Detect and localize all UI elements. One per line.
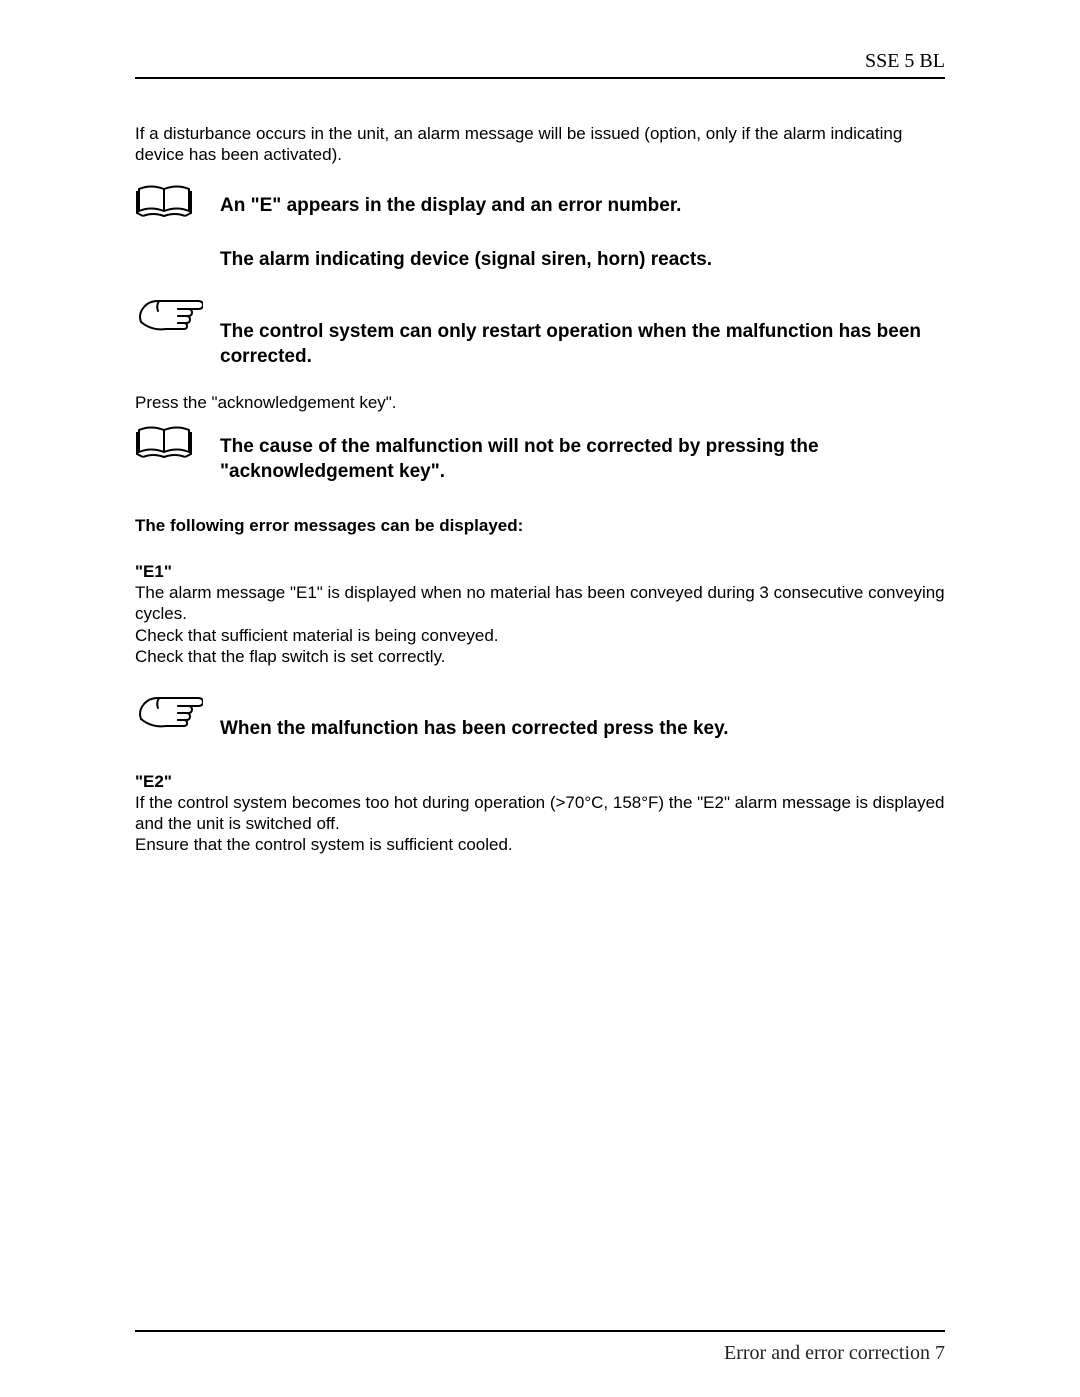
e2-line1: If the control system becomes too hot du… xyxy=(135,792,945,835)
note-row-2: The control system can only restart oper… xyxy=(135,294,945,369)
e1-code: "E1" xyxy=(135,562,945,582)
footer-rule xyxy=(135,1330,945,1332)
note-1-text: An "E" appears in the display and an err… xyxy=(220,180,945,219)
footer-section-label: Error and error correction 7 xyxy=(135,1342,945,1365)
book-icon xyxy=(135,180,220,220)
pointing-hand-icon xyxy=(135,294,220,336)
page-content: SSE 5 BL If a disturbance occurs in the … xyxy=(135,50,945,856)
e1-line2: Check that sufficient material is being … xyxy=(135,625,945,646)
note-4-text: When the malfunction has been corrected … xyxy=(220,691,945,742)
press-ack-line: Press the "acknowledgement key". xyxy=(135,392,945,413)
e2-line2: Ensure that the control system is suffic… xyxy=(135,834,945,855)
doc-id: SSE 5 BL xyxy=(865,50,945,72)
page-footer: Error and error correction 7 xyxy=(135,1330,945,1365)
note-row-1: An "E" appears in the display and an err… xyxy=(135,180,945,220)
page-header: SSE 5 BL xyxy=(135,50,945,79)
book-icon xyxy=(135,421,220,461)
e1-line1: The alarm message "E1" is displayed when… xyxy=(135,582,945,625)
error-list-heading: The following error messages can be disp… xyxy=(135,516,945,536)
e1-line3: Check that the flap switch is set correc… xyxy=(135,646,945,667)
pointing-hand-icon xyxy=(135,691,220,733)
note-2-text: The control system can only restart oper… xyxy=(220,294,945,369)
note-3-text: The cause of the malfunction will not be… xyxy=(220,421,945,484)
note-row-4: When the malfunction has been corrected … xyxy=(135,691,945,742)
note-1-line2: The alarm indicating device (signal sire… xyxy=(220,248,945,273)
e2-code: "E2" xyxy=(135,772,945,792)
note-row-3: The cause of the malfunction will not be… xyxy=(135,421,945,484)
intro-paragraph: If a disturbance occurs in the unit, an … xyxy=(135,123,945,166)
